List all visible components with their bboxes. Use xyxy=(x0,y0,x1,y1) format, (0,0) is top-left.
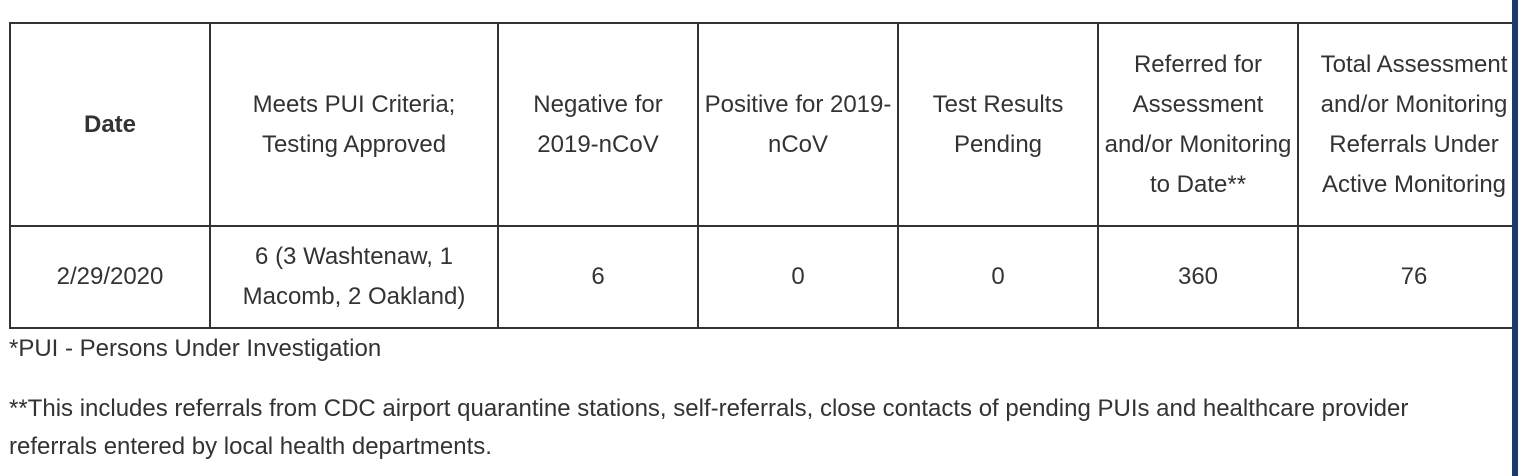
footnote: **This includes referrals from CDC airpo… xyxy=(9,395,1409,460)
table-cell: 76 xyxy=(1297,225,1518,329)
header-cell: Date xyxy=(9,22,211,227)
table-cell: 2/29/2020 xyxy=(9,225,211,329)
header-cell: Referred for Assessment and/or Monitorin… xyxy=(1097,22,1299,227)
scroll-bar xyxy=(1512,0,1518,476)
table-body: 2/29/2020 6 (3 Washtenaw, 1 Macomb, 2 Oak… xyxy=(9,225,1518,329)
footnote: *PUI - Persons Under Investigation xyxy=(9,335,382,362)
header-cell: Meets PUI Criteria; Testing Approved xyxy=(209,22,499,227)
header-cell: Total Assessment and/or Monitoring Refer… xyxy=(1297,22,1518,227)
table-cell: 0 xyxy=(697,225,899,329)
header-cell: Test Results Pending xyxy=(897,22,1099,227)
table-cell: 360 xyxy=(1097,225,1299,329)
table-cell: 0 xyxy=(897,225,1099,329)
header-cell: Positive for 2019-nCoV xyxy=(697,22,899,227)
table-cell: 6 (3 Washtenaw, 1 Macomb, 2 Oakland) xyxy=(209,225,499,329)
header-row: Date Meets PUI Criteria; Testing Approved… xyxy=(9,22,1518,227)
table-row: 2/29/2020 6 (3 Washtenaw, 1 Macomb, 2 Oak… xyxy=(9,225,1518,329)
data-table: Date Meets PUI Criteria; Testing Approved… xyxy=(9,22,1518,329)
table-cell: 6 xyxy=(497,225,699,329)
header-cell: Negative for 2019-nCoV xyxy=(497,22,699,227)
